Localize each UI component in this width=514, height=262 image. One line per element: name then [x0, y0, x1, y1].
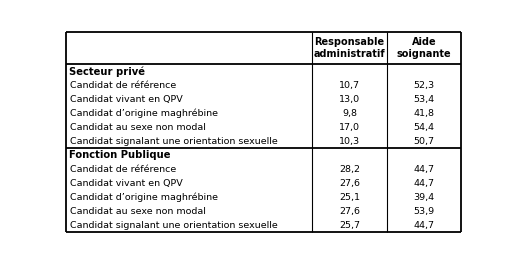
Text: 28,2: 28,2 — [339, 165, 360, 174]
Text: 44,7: 44,7 — [413, 221, 434, 230]
Text: Candidat au sexe non modal: Candidat au sexe non modal — [70, 207, 206, 216]
Text: Secteur privé: Secteur privé — [69, 66, 145, 77]
Text: Candidat signalant une orientation sexuelle: Candidat signalant une orientation sexue… — [70, 221, 278, 230]
Text: 25,1: 25,1 — [339, 193, 360, 202]
Text: Candidat vivant en QPV: Candidat vivant en QPV — [70, 179, 183, 188]
Text: 41,8: 41,8 — [413, 109, 434, 118]
Text: 17,0: 17,0 — [339, 123, 360, 132]
Text: 44,7: 44,7 — [413, 165, 434, 174]
Text: Fonction Publique: Fonction Publique — [69, 150, 171, 160]
Text: 54,4: 54,4 — [413, 123, 434, 132]
Text: 53,4: 53,4 — [413, 95, 434, 104]
Text: Candidat de référence: Candidat de référence — [70, 81, 176, 90]
Text: 13,0: 13,0 — [339, 95, 360, 104]
Text: 53,9: 53,9 — [413, 207, 434, 216]
Text: Candidat au sexe non modal: Candidat au sexe non modal — [70, 123, 206, 132]
Text: 52,3: 52,3 — [413, 81, 434, 90]
Text: Candidat de référence: Candidat de référence — [70, 165, 176, 174]
Text: 10,7: 10,7 — [339, 81, 360, 90]
Text: Candidat d’origine maghrébine: Candidat d’origine maghrébine — [70, 109, 218, 118]
Text: Responsable
administratif: Responsable administratif — [314, 37, 386, 59]
Text: 39,4: 39,4 — [413, 193, 434, 202]
Text: 27,6: 27,6 — [339, 179, 360, 188]
Text: 25,7: 25,7 — [339, 221, 360, 230]
Text: Candidat d’origine maghrébine: Candidat d’origine maghrébine — [70, 193, 218, 202]
Text: 44,7: 44,7 — [413, 179, 434, 188]
Text: 10,3: 10,3 — [339, 137, 360, 146]
Text: 9,8: 9,8 — [342, 109, 357, 118]
Text: 27,6: 27,6 — [339, 207, 360, 216]
Text: Candidat vivant en QPV: Candidat vivant en QPV — [70, 95, 183, 104]
Text: 50,7: 50,7 — [413, 137, 434, 146]
Text: Candidat signalant une orientation sexuelle: Candidat signalant une orientation sexue… — [70, 137, 278, 146]
Text: Aide
soignante: Aide soignante — [397, 37, 451, 59]
